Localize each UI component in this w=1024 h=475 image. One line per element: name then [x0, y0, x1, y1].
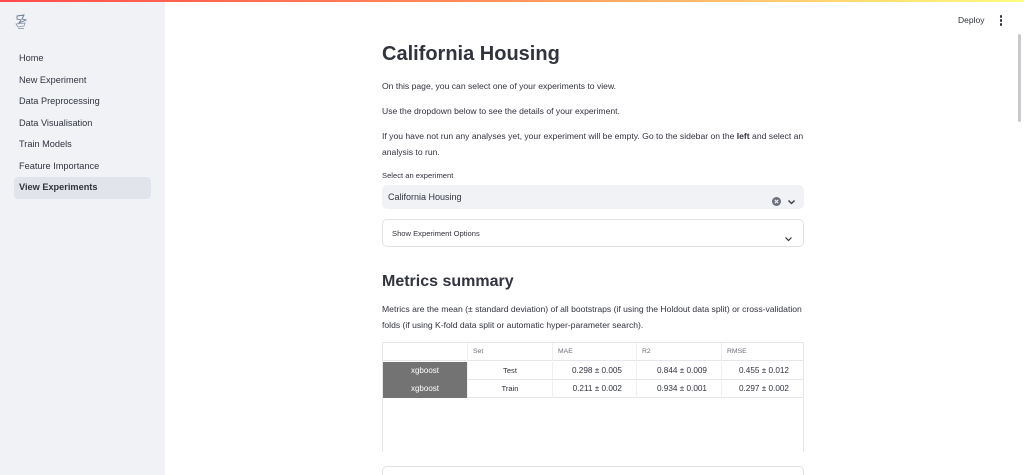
table-index-cell: xgboost [383, 362, 468, 380]
intro-text-3: If you have not run any analyses yet, yo… [382, 128, 804, 160]
table-cell[interactable]: Test [468, 362, 553, 380]
sidebar-item-view-experiments[interactable]: View Experiments [14, 177, 151, 199]
table-header-cell[interactable]: R2 [637, 343, 722, 361]
page-title: California Housing [382, 43, 560, 65]
intro-text-2: Use the dropdown below to see the detail… [382, 106, 620, 116]
table-header-cell[interactable]: MAE [553, 343, 637, 361]
experiment-select-value: California Housing [388, 192, 462, 202]
deploy-button[interactable]: Deploy [958, 15, 985, 25]
experiment-select-label: Select an experiment [382, 171, 454, 180]
table-cell[interactable]: 0.298 ± 0.005 [553, 362, 637, 380]
sidebar-item-data-preprocessing[interactable]: Data Preprocessing [19, 96, 100, 106]
table-cell[interactable]: 0.297 ± 0.002 [738, 384, 789, 393]
sidebar-item-data-visualisation[interactable]: Data Visualisation [19, 117, 93, 128]
intro-text-3-bold: left [736, 131, 750, 141]
app-logo-icon[interactable] [14, 14, 28, 30]
sidebar-item-train-models[interactable]: Train Models [19, 139, 72, 149]
metrics-summary-title: Metrics summary [382, 273, 514, 290]
table-cell[interactable]: Train [468, 380, 553, 398]
chevron-down-icon [784, 230, 793, 242]
clear-icon[interactable] [772, 193, 781, 206]
expander-label: Show Experiment Options [392, 229, 480, 238]
table-header-cell[interactable]: RMSE [727, 348, 747, 355]
header-accent-bar [0, 0, 1024, 2]
sidebar-nav: Home New Experiment Data Preprocessing D… [14, 48, 151, 199]
sidebar-item-home[interactable]: Home [19, 53, 44, 63]
table-cell[interactable]: 0.844 ± 0.009 [637, 362, 722, 380]
sidebar-item-feature-importance[interactable]: Feature Importance [19, 160, 100, 171]
table-header-cell[interactable] [383, 343, 468, 361]
sidebar: Home New Experiment Data Preprocessing D… [0, 0, 165, 475]
intro-text-3-before: If you have not run any analyses yet, yo… [382, 131, 737, 141]
intro-text-3-after: and select an analysis to run. [382, 131, 804, 157]
sidebar-item-new-experiment[interactable]: New Experiment [19, 74, 87, 85]
chevron-down-icon[interactable] [787, 193, 796, 205]
experiment-options-expander[interactable]: Show Experiment Options [382, 219, 804, 247]
metrics-description: Metrics are the mean (± standard deviati… [382, 304, 802, 330]
table-cell[interactable]: 0.211 ± 0.002 [553, 380, 637, 398]
table-cell[interactable]: 0.934 ± 0.001 [637, 380, 722, 398]
kebab-menu-icon[interactable] [997, 15, 1005, 27]
table-header-cell[interactable]: Set [468, 343, 553, 361]
intro-text-1: On this page, you can select one of your… [382, 81, 617, 91]
table-cell[interactable]: 0.455 ± 0.012 [738, 366, 789, 375]
table-row: xgboost Train 0.211 ± 0.002 0.934 ± 0.00… [383, 380, 803, 398]
table-row: xgboost Test 0.298 ± 0.005 0.844 ± 0.009… [383, 362, 803, 380]
table-header-row: Set MAE R2 RMSE [383, 343, 803, 361]
experiment-select[interactable]: California Housing [382, 185, 804, 209]
metrics-table[interactable]: Set MAE R2 RMSE xgboost Test 0.298 ± 0.0… [382, 342, 804, 452]
page-scrollbar[interactable] [1018, 34, 1021, 122]
next-section-box [382, 466, 804, 475]
table-index-cell: xgboost [383, 380, 468, 398]
